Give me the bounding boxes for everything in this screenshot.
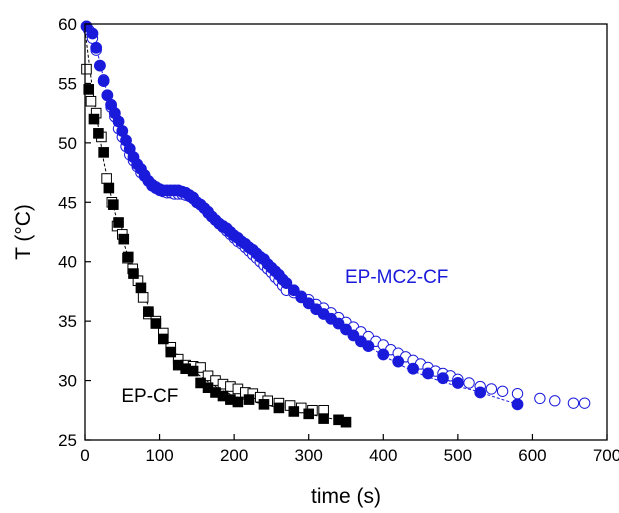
y-tick-label: 35 [58,312,77,331]
data-point [567,397,580,409]
data-point [103,182,115,194]
y-tick-label: 50 [58,134,77,153]
data-point [303,408,315,420]
axis-ticks: 0 100 200 300 400 500 600 700 25 30 35 40 45 50 55 60 [58,15,619,465]
data-point [81,63,92,75]
x-tick-label: 400 [369,446,397,465]
y-axis-title: T (°C) [12,204,35,260]
data-point [392,355,405,368]
data-point [578,397,591,409]
data-point [118,233,130,245]
plot-frame [84,23,608,441]
data-point [451,377,464,389]
data-point [511,387,524,400]
data-point [422,367,434,380]
y-tick-label: 40 [58,253,77,272]
data-point [158,333,169,345]
y-tick-label: 25 [58,431,77,450]
data-point [362,340,375,353]
data-point [98,147,109,158]
data-point [90,41,103,54]
data-point [85,95,97,107]
x-tick-label: 200 [220,446,248,465]
data-point [93,128,104,139]
x-tick-label: 500 [444,446,472,465]
data-point [511,398,524,411]
x-tick-label: 300 [295,446,323,465]
data-point [135,282,147,294]
data-point [474,386,487,399]
data-point [485,383,498,395]
series-label-ep-cf: EP-CF [121,386,178,407]
y-tick-label: 30 [58,372,77,391]
data-point [273,402,285,414]
data-point [340,416,352,428]
x-axis-title: time (s) [311,485,381,508]
data-point [83,84,95,95]
data-point [128,268,139,279]
data-point [318,413,329,424]
data-point [122,251,134,263]
data-point [187,365,199,377]
data-point [437,372,449,385]
data-point [108,199,119,210]
y-tick-label: 60 [58,15,77,34]
data-point [150,318,162,329]
x-tick-label: 0 [80,446,89,465]
data-markers [80,20,591,428]
data-point [534,392,546,405]
data-point [496,385,509,397]
x-tick-label: 700 [593,446,619,465]
data-point [165,346,177,358]
y-tick-label: 55 [58,74,77,93]
data-point [143,306,154,317]
data-point [243,394,255,405]
data-point [88,113,100,125]
data-point [137,292,149,303]
data-point [407,362,420,375]
fit-curve-ep_mc2_cf [84,23,518,405]
data-point [232,396,244,408]
y-tick-label: 45 [58,193,77,212]
x-tick-label: 600 [518,446,546,465]
x-tick-label: 100 [145,446,173,465]
data-point [287,284,300,297]
data-point [113,217,124,228]
data-point [101,173,112,184]
data-point [94,59,106,72]
data-point [258,399,270,410]
data-point [280,277,293,290]
data-point [86,27,99,40]
data-point [288,406,300,417]
data-point [549,395,561,407]
series-label-ep-mc2-cf: EP-MC2-CF [345,267,448,288]
data-point [463,377,475,389]
series-ep_mc2_cf-circle-filled [80,20,524,411]
fit-curves [84,23,518,423]
series-ep_cf-square-filled [83,84,352,428]
data-point [377,348,390,361]
data-point [97,75,110,87]
series-ep_mc2_cf-circle-open [83,24,591,409]
